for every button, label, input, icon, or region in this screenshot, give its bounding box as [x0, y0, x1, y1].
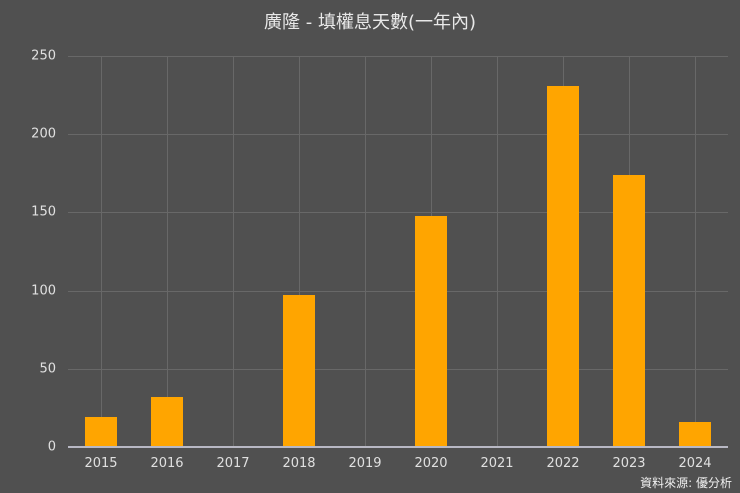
y-tick-label: 200: [31, 126, 56, 142]
y-tick-label: 250: [31, 48, 56, 64]
gridline-y: [68, 134, 728, 136]
gridline-x: [694, 56, 696, 447]
chart-title: 廣隆 - 填權息天數(一年內): [264, 12, 476, 33]
gridline-y: [68, 368, 728, 370]
bar-2023[interactable]: [613, 174, 645, 447]
gridline-x: [166, 56, 168, 447]
x-tick-label: 2021: [480, 456, 514, 471]
bar-2024[interactable]: [679, 421, 711, 447]
x-tick-label: 2019: [348, 456, 382, 471]
x-tick-label: 2016: [150, 456, 184, 471]
y-tick-label: 100: [31, 283, 56, 299]
gridline-y: [68, 212, 728, 214]
y-tick-label: 50: [39, 361, 56, 377]
bar-2022[interactable]: [547, 85, 579, 447]
gridline-x: [496, 56, 498, 447]
plot-area: 0 50 100 150 200 250 2015 2016 2017 2018 2019 2020 2…: [31, 49, 728, 471]
bar-2018[interactable]: [283, 295, 315, 447]
bar-2020[interactable]: [415, 215, 447, 447]
gridline-y: [68, 290, 728, 292]
x-tick-label: 2017: [216, 456, 250, 471]
x-tick-label: 2020: [414, 456, 448, 471]
x-tick-label: 2015: [84, 456, 118, 471]
gridline-x: [100, 56, 102, 447]
gridline-y: [68, 56, 728, 57]
x-tick-label: 2023: [612, 456, 646, 471]
gridline-x: [232, 56, 234, 447]
x-tick-label: 2024: [678, 456, 712, 471]
source-note: 資料來源: 優分析: [640, 476, 732, 490]
y-tick-label: 150: [31, 204, 56, 220]
bar-2016[interactable]: [151, 396, 183, 447]
x-tick-label: 2022: [546, 456, 580, 471]
x-tick-label: 2018: [282, 456, 316, 471]
x-axis-line: [68, 446, 728, 448]
gridline-x: [298, 56, 300, 447]
y-tick-label: 0: [47, 439, 56, 455]
gridline-x: [364, 56, 366, 447]
bar-2015[interactable]: [85, 417, 117, 447]
